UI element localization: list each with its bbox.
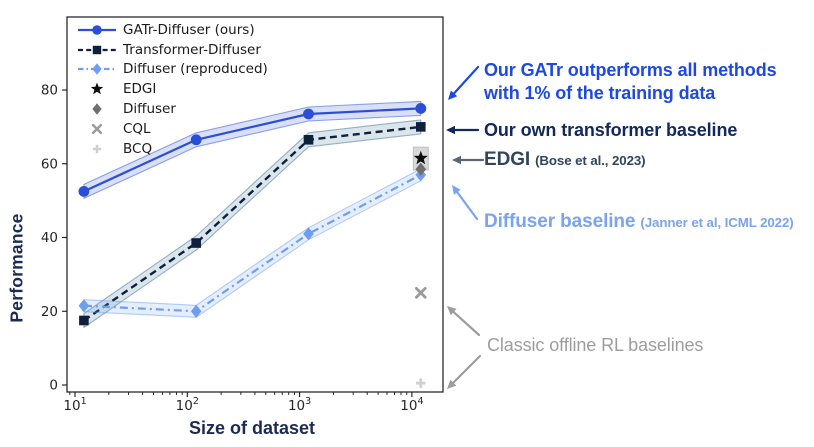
- callout-arrow: [452, 185, 479, 221]
- legend-swatch: [91, 123, 103, 134]
- plot-border: [66, 16, 444, 393]
- annotation-text: Classic offline RL baselines: [487, 335, 704, 355]
- y-tick-label: 40: [41, 230, 58, 246]
- legend-label: BCQ: [123, 140, 153, 157]
- legend-label: Transformer-Diffuser: [123, 41, 261, 58]
- annotation-text: Our GATr outperforms all methods: [484, 60, 777, 80]
- callout-arrow: [452, 155, 485, 165]
- legend-item-diffuser: Diffuser: [76, 99, 268, 119]
- gatr-callout: Our GATr outperforms all methods with 1% …: [484, 59, 777, 105]
- callout-arrow: [447, 354, 482, 389]
- x-minor-ticks: [69, 392, 408, 395]
- x-tick-label: 102: [176, 396, 199, 414]
- annotation-citation: (Janner et al, ICML 2022): [640, 215, 794, 230]
- y-axis-label: Performance: [6, 213, 27, 323]
- legend-item-transformer-diffuser: Transformer-Diffuser: [76, 40, 268, 60]
- x-tick-label: 101: [63, 396, 86, 414]
- legend-swatch: [78, 45, 116, 54]
- annotation-text: Diffuser baseline (Janner et al, ICML 202…: [484, 211, 794, 232]
- annotation-text: Our own transformer baseline: [484, 120, 738, 140]
- x-tick-label: 104: [400, 396, 423, 414]
- legend-label: Diffuser (reproduced): [123, 61, 268, 78]
- classic-callout: Classic offline RL baselines: [487, 334, 703, 357]
- legend-label: GATr-Diffuser (ours): [123, 21, 255, 38]
- annotation-text: with 1% of the training data: [484, 83, 716, 104]
- y-tick-label: 20: [41, 304, 58, 320]
- callout-arrow: [446, 125, 480, 135]
- series-gatr-diffuser-ours: [78, 100, 427, 199]
- x-axis-ticks: 101 102 103 104: [63, 392, 424, 414]
- legend-item-edgi: EDGI: [76, 79, 268, 99]
- diffuser-callout: Diffuser baseline (Janner et al, ICML 202…: [484, 210, 794, 234]
- y-tick-label: 80: [41, 83, 58, 99]
- edgi-callout: EDGI (Bose et al., 2023): [484, 148, 646, 172]
- x-axis-label: Size of dataset: [188, 418, 316, 438]
- legend-label: CQL: [123, 120, 151, 137]
- legend-item-diffuser-reproduced: Diffuser (reproduced): [76, 60, 268, 80]
- callout-arrow: [448, 65, 480, 100]
- legend-swatch: [92, 144, 102, 153]
- y-tick-label: 0: [49, 378, 58, 394]
- y-tick-label: 60: [41, 156, 58, 172]
- legend-swatch: [78, 63, 116, 76]
- transformer-callout: Our own transformer baseline: [484, 119, 737, 142]
- scatter-points: [412, 146, 429, 388]
- annotation-text: EDGI (Bose et al., 2023): [484, 149, 646, 170]
- legend-swatch: [92, 103, 102, 115]
- x-tick-label: 103: [288, 396, 311, 414]
- legend-swatch: [90, 82, 104, 95]
- legend-swatch: [78, 25, 116, 35]
- y-axis-ticks: 0 20 40 60 80: [41, 83, 67, 394]
- legend-item-cql: CQL: [76, 119, 268, 139]
- annotation-citation: (Bose et al., 2023): [535, 153, 646, 168]
- chart-legend: GATr-Diffuser (ours) Transformer-Diffuser…: [76, 20, 268, 159]
- legend-item-bcq: BCQ: [76, 139, 268, 159]
- legend-label: EDGI: [123, 81, 157, 98]
- callout-arrow: [447, 306, 481, 337]
- legend-label: Diffuser: [123, 101, 176, 118]
- legend-item-gatr-diffuser-ours: GATr-Diffuser (ours): [76, 20, 268, 40]
